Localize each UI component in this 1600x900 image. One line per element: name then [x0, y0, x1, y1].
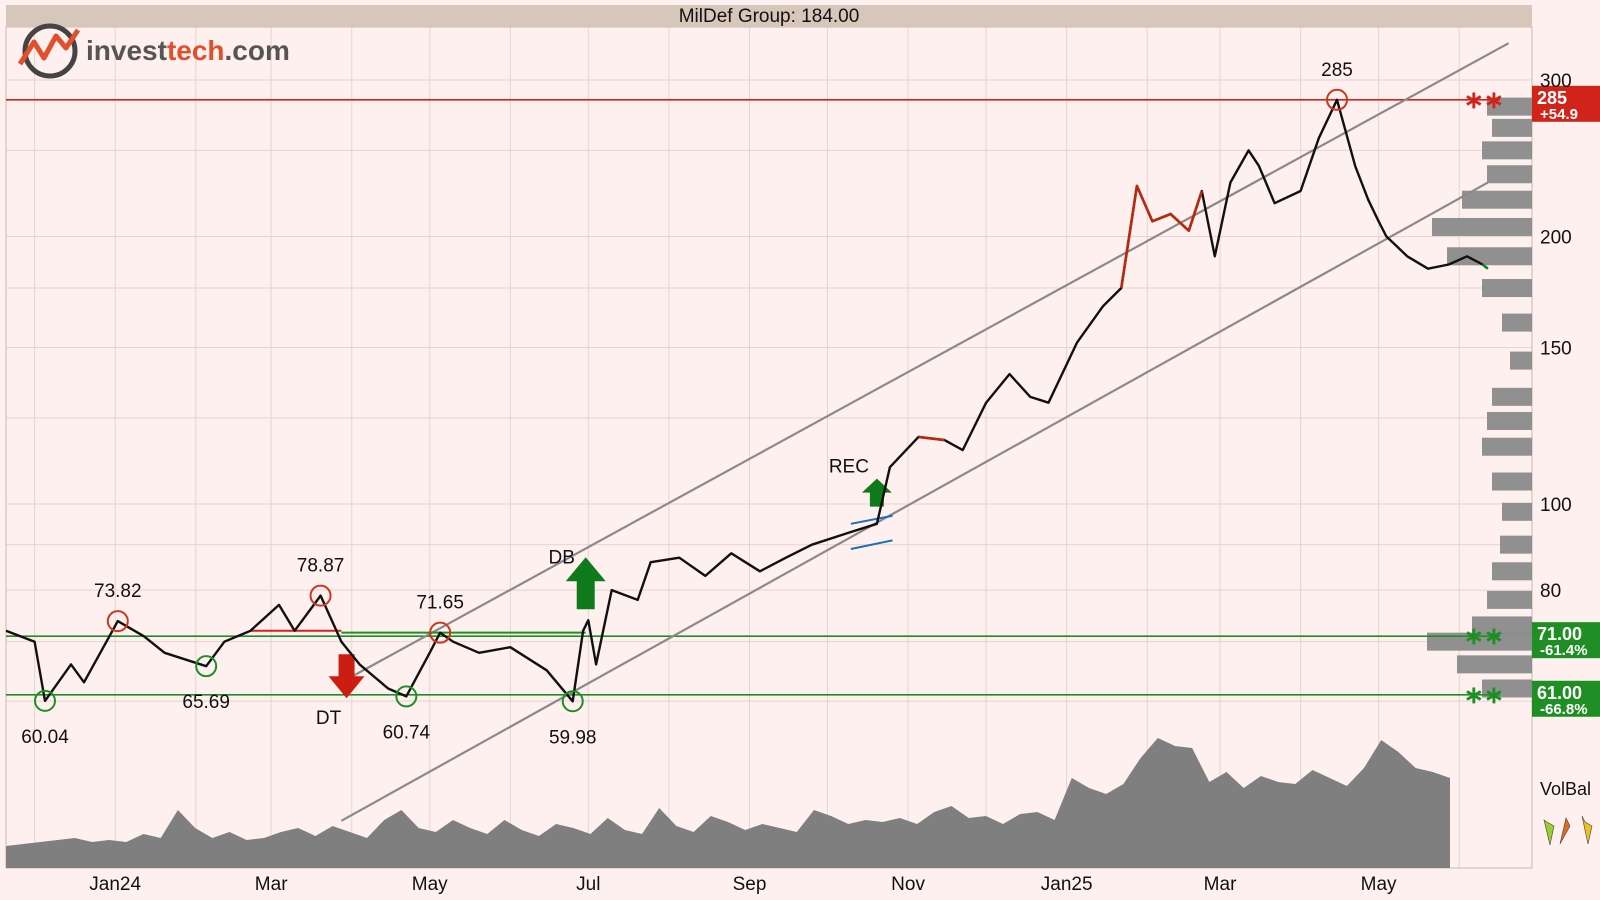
x-tick-label: Mar — [255, 874, 288, 895]
price-line-path — [5, 98, 1489, 703]
profile-bar — [1487, 411, 1532, 430]
pattern-label: DT — [316, 708, 342, 729]
pivot-circle — [106, 610, 129, 633]
logo-text-dark: invest — [86, 35, 167, 66]
profile-bar — [1487, 97, 1532, 116]
pivot-label: 71.65 — [416, 593, 464, 614]
pivot-circle — [33, 689, 56, 712]
profile-bar — [1427, 632, 1532, 651]
y-tick-label: 150 — [1540, 339, 1572, 360]
logo-text-suffix: .com — [225, 35, 290, 66]
x-tick-label: Sep — [733, 874, 767, 895]
pivot-circle — [561, 690, 584, 713]
arrow-down-icon — [328, 654, 365, 699]
pivot-label: 60.04 — [21, 727, 69, 748]
level-change: -66.8% — [1540, 701, 1588, 718]
level-tag-bg — [1532, 680, 1600, 717]
profile-bar — [1500, 535, 1532, 554]
x-tick-label: Jul — [576, 874, 600, 895]
support-resistance-levels: ∗∗ 285+54.9 ∗∗ 71.00-61.4% ∗∗ 61.00-66.8% — [6, 85, 1600, 718]
profile-bar — [1462, 190, 1532, 209]
arrow-up-icon — [861, 478, 892, 507]
profile-bar — [1482, 141, 1532, 160]
chart-title: MilDef Group: 184.00 — [679, 6, 860, 27]
arrow-up-icon — [565, 557, 606, 610]
rec-top-line — [850, 514, 893, 525]
rec-bottom-line — [850, 539, 893, 550]
pivot-label: 78.87 — [297, 556, 345, 577]
volume-area — [6, 738, 1450, 868]
level-star-icon: ∗∗ — [1464, 623, 1504, 650]
logo-text: investtech.com — [86, 35, 290, 66]
pivot-label: 60.74 — [383, 722, 431, 743]
profile-bar — [1482, 437, 1532, 456]
volbal-arrows-icon — [1543, 815, 1593, 846]
y-tick-label: 100 — [1540, 495, 1572, 516]
logo-text-accent: tech — [167, 35, 225, 66]
pattern-label: DB — [549, 547, 575, 568]
level-star-icon: ∗∗ — [1464, 87, 1504, 114]
profile-bar — [1447, 247, 1532, 266]
pattern-label: REC — [829, 457, 869, 478]
profile-bar — [1510, 351, 1532, 370]
profile-bar — [1492, 472, 1532, 491]
investtech-logo: investtech.com — [17, 23, 290, 79]
pivot-label: 285 — [1321, 60, 1353, 81]
level-star-icon: ∗∗ — [1464, 682, 1504, 709]
x-tick-label: Jan25 — [1041, 874, 1093, 895]
profile-bar — [1492, 118, 1532, 137]
pivot-label: 65.69 — [182, 692, 230, 713]
x-tick-label: May — [1361, 874, 1397, 895]
price-red-segment — [1120, 184, 1204, 289]
level-value: 71.00 — [1537, 624, 1582, 644]
logo-zigzag-icon — [17, 28, 81, 66]
pivot-circle — [195, 655, 218, 678]
level-tag-bg — [1532, 85, 1600, 122]
price-red-segment — [918, 435, 945, 442]
pivot-label: 59.98 — [549, 727, 597, 748]
y-axis: 300 200 150 100 80 — [1540, 71, 1572, 602]
volbal-label: VolBal — [1540, 779, 1591, 799]
pivot-circle — [1326, 88, 1349, 111]
price-green-segment — [1481, 263, 1489, 270]
level-value: 61.00 — [1537, 683, 1582, 703]
x-tick-label: Nov — [891, 874, 925, 895]
profile-bar — [1502, 313, 1532, 332]
header-bar — [6, 5, 1532, 27]
pivot-circle — [429, 621, 452, 644]
x-tick-label: May — [412, 874, 448, 895]
point-labels: 60.04 73.82 65.69 78.87 60.74 71.65 59.98 285 — [21, 60, 1353, 748]
profile-bar — [1492, 562, 1532, 581]
profile-bar — [1472, 616, 1532, 635]
profile-bar — [1487, 165, 1532, 184]
profile-bar — [1432, 217, 1532, 236]
volume-area-shape — [6, 738, 1450, 868]
pivot-circle — [309, 584, 332, 607]
volume-profile — [1427, 97, 1532, 698]
profile-bar — [1502, 502, 1532, 521]
logo-icon — [22, 23, 78, 79]
level-value: 285 — [1537, 88, 1567, 108]
y-tick-label: 200 — [1540, 227, 1572, 248]
profile-bar — [1482, 679, 1532, 698]
y-tick-label: 80 — [1540, 581, 1561, 602]
profile-bar — [1482, 279, 1532, 298]
profile-bar — [1457, 655, 1532, 674]
level-change: +54.9 — [1540, 106, 1578, 123]
level-change: -61.4% — [1540, 642, 1588, 659]
y-tick-label: 300 — [1540, 71, 1572, 92]
pivot-label: 73.82 — [94, 581, 142, 602]
price-line — [5, 98, 1489, 703]
pattern-markers: DT DB REC — [316, 457, 892, 729]
x-tick-label: Mar — [1204, 874, 1237, 895]
level-tag-bg — [1532, 622, 1600, 659]
x-tick-label: Jan24 — [89, 874, 141, 895]
profile-bar — [1487, 590, 1532, 609]
x-axis: Jan24 Mar May Jul Sep Nov Jan25 Mar May — [89, 874, 1397, 895]
profile-bar — [1492, 387, 1532, 406]
channel-lower-line — [340, 181, 1489, 822]
pivot-circle — [395, 685, 418, 708]
